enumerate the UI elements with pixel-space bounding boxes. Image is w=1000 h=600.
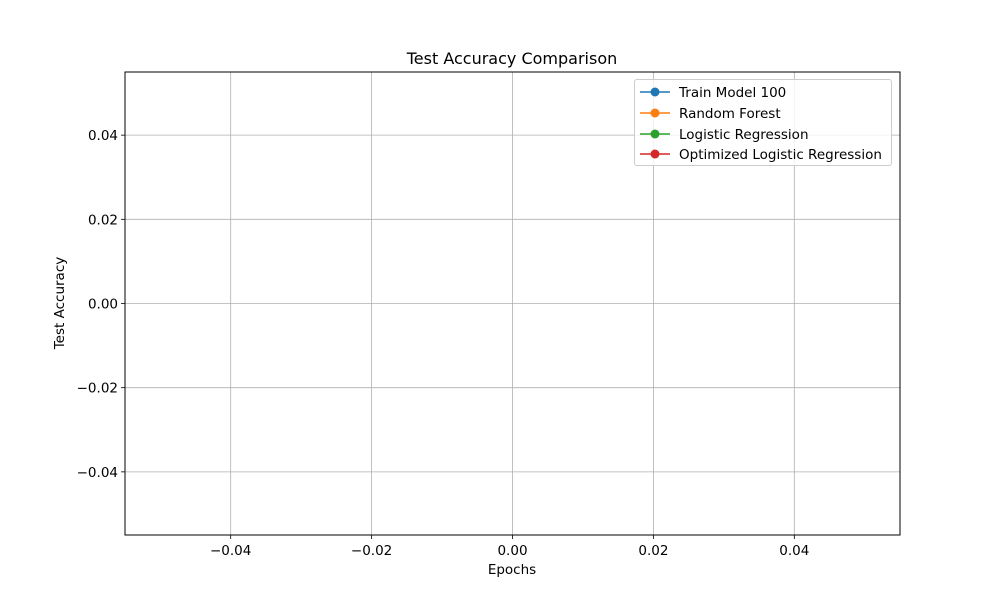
y-axis-label: Test Accuracy: [52, 257, 68, 351]
y-axis-ticks: −0.04 −0.02 0.00 0.02 0.04: [77, 128, 125, 481]
legend-item: Optimized Logistic Regression: [635, 145, 893, 165]
y-tick-label: 0.00: [88, 297, 118, 313]
chart-title: Test Accuracy Comparison: [406, 49, 618, 68]
legend: Train Model 100 Random Forest Logistic Reg…: [634, 79, 892, 166]
x-tick-label: 0.02: [638, 543, 668, 559]
legend-item: Logistic Regression: [635, 125, 893, 145]
x-tick-label: 0.04: [779, 543, 809, 559]
legend-label: Train Model 100: [679, 85, 787, 101]
legend-item: Train Model 100: [635, 83, 893, 103]
legend-item: Random Forest: [635, 104, 893, 124]
legend-marker-icon: [640, 129, 670, 139]
y-tick-label: −0.04: [77, 465, 118, 481]
legend-marker-icon: [640, 87, 670, 97]
x-axis-label: Epochs: [488, 562, 536, 578]
legend-marker-icon: [640, 108, 670, 118]
legend-label: Optimized Logistic Regression: [679, 147, 882, 164]
legend-label: Random Forest: [679, 105, 781, 122]
y-tick-label: −0.02: [77, 381, 118, 397]
x-tick-label: 0.00: [497, 543, 527, 559]
y-tick-label: 0.04: [88, 128, 118, 144]
x-axis-ticks: −0.04 −0.02 0.00 0.02 0.04: [210, 535, 809, 559]
legend-label: Logistic Regression: [679, 126, 809, 143]
legend-marker-icon: [640, 149, 670, 159]
x-tick-label: −0.04: [210, 543, 251, 559]
x-tick-label: −0.02: [351, 543, 392, 559]
y-tick-label: 0.02: [88, 212, 118, 228]
